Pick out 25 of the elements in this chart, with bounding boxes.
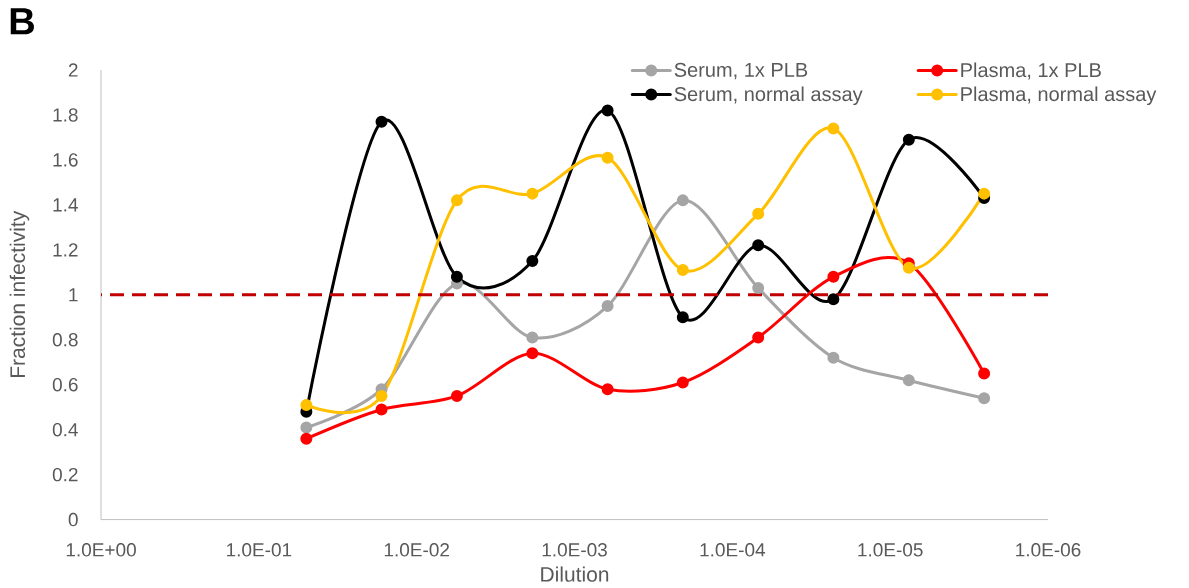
y-tick-label: 1.8 [53, 108, 78, 122]
legend-label: Serum, 1x PLB [674, 62, 808, 80]
y-tick-label: 0.2 [52, 467, 78, 482]
x-tick-label: 1.0E-02 [384, 543, 449, 557]
y-tick-label: 1 [69, 288, 78, 302]
legend-label: Plasma, normal assay [961, 86, 1157, 106]
chart-title: B [10, 8, 34, 35]
x-axis-title: Dilution [541, 566, 609, 582]
y-tick-label: 1.6 [53, 153, 78, 167]
y-tick-label: 2 [68, 63, 78, 77]
y-tick-label: 0 [68, 512, 78, 527]
x-tick-label: 1.0E-01 [227, 543, 292, 557]
y-tick-label: 0.4 [52, 422, 78, 437]
x-tick-label: 1.0E-06 [1016, 543, 1081, 557]
x-tick-label: 1.0E-05 [858, 543, 923, 557]
y-axis-title: Fraction infectivity [9, 210, 30, 378]
legend-label: Plasma, 1x PLB [961, 62, 1101, 80]
y-tick-label: 1.2 [53, 243, 78, 257]
x-tick-label: 1.0E+00 [66, 543, 136, 557]
y-tick-label: 0.8 [52, 333, 78, 347]
y-tick-label: 0.6 [52, 377, 78, 392]
x-tick-label: 1.0E-04 [700, 543, 766, 557]
y-tick-label: 1.4 [53, 198, 78, 212]
legend-label: Serum, normal assay [674, 86, 863, 106]
x-tick-label: 1.0E-03 [542, 543, 607, 557]
